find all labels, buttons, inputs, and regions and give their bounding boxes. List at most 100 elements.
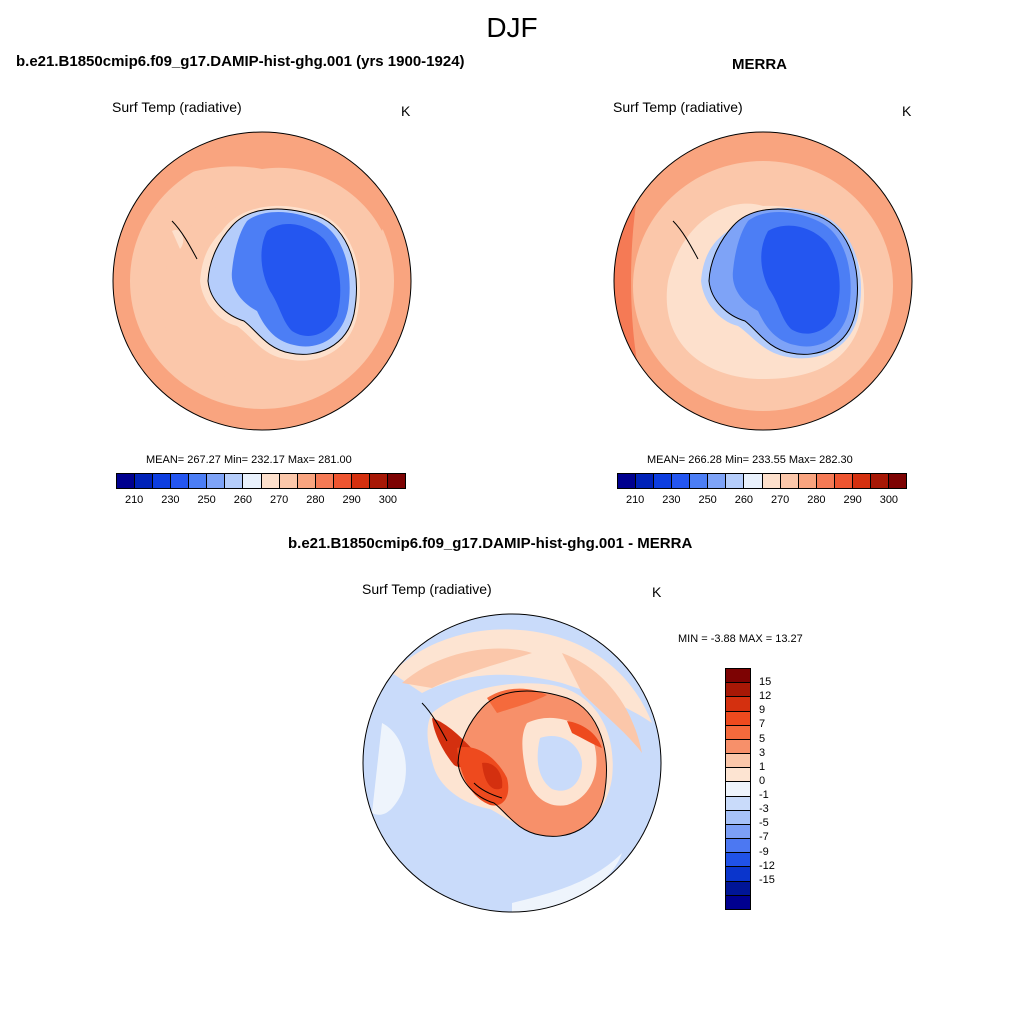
colorbar-tick-label: 210 [124, 494, 144, 506]
panel3-stats: MIN = -3.88 MAX = 13.27 [678, 633, 803, 645]
colorbar-swatch [726, 697, 750, 712]
colorbar-tick-label: 280 [807, 494, 826, 506]
colorbar-tick-label: 12 [759, 690, 772, 703]
colorbar-tick-label: 290 [342, 494, 361, 506]
colorbar-tick-label: 300 [378, 494, 398, 506]
colorbar-swatch [834, 474, 853, 488]
panel1-stats: MEAN= 267.27 Min= 232.17 Max= 281.00 [146, 454, 352, 466]
colorbar-swatch [726, 810, 750, 825]
colorbar-tick-label: -3 [759, 803, 769, 816]
colorbar-tick-label: -12 [759, 859, 775, 872]
colorbar-tick-label: 1 [759, 760, 766, 773]
colorbar-swatch [888, 474, 906, 488]
colorbar-tick-label: 250 [698, 494, 717, 506]
colorbar-tick-label: 0 [759, 774, 766, 787]
panel2-variable-label: Surf Temp (radiative) [613, 99, 743, 115]
colorbar-tick-label: 300 [879, 494, 899, 506]
panel1-colorbar-ticks: 210 230 250 260 270 280 290 300 [116, 494, 406, 510]
panel3-title: b.e21.B1850cmip6.f09_g17.DAMIP-hist-ghg.… [288, 535, 693, 552]
colorbar-swatch [225, 474, 244, 488]
colorbar-tick-label: 15 [759, 676, 772, 689]
colorbar-tick-label: 270 [770, 494, 790, 506]
colorbar-swatch [636, 474, 655, 488]
panel3-map [362, 613, 662, 913]
colorbar-swatch [153, 474, 172, 488]
colorbar-swatch [726, 711, 750, 726]
colorbar-tick-label: 7 [759, 718, 766, 731]
colorbar-swatch [726, 839, 750, 854]
colorbar-swatch [726, 824, 750, 840]
panel2-colorbar [617, 473, 907, 489]
colorbar-swatch [207, 474, 226, 488]
colorbar-tick-label: 210 [625, 494, 645, 506]
colorbar-swatch [189, 474, 208, 488]
colorbar-swatch [135, 474, 154, 488]
panel2-units-label: K [902, 103, 912, 119]
colorbar-swatch [726, 754, 750, 769]
colorbar-tick-label: -1 [759, 789, 769, 802]
colorbar-swatch [243, 474, 262, 488]
panel1-map [112, 131, 412, 431]
colorbar-swatch [726, 895, 750, 909]
panel2-map [613, 131, 913, 431]
colorbar-swatch [726, 867, 750, 882]
colorbar-swatch [672, 474, 691, 488]
colorbar-tick-label: 250 [197, 494, 216, 506]
colorbar-tick-label: 260 [734, 494, 754, 506]
colorbar-swatch [315, 474, 334, 488]
colorbar-swatch [726, 669, 750, 684]
panel2-title: MERRA [732, 56, 787, 73]
colorbar-swatch [654, 474, 673, 488]
panel3-colorbar [725, 668, 751, 910]
colorbar-swatch [708, 474, 727, 488]
colorbar-tick-label: 230 [161, 494, 180, 506]
colorbar-swatch [297, 474, 316, 488]
colorbar-swatch [690, 474, 709, 488]
colorbar-swatch [351, 474, 370, 488]
colorbar-tick-label: 230 [662, 494, 681, 506]
panel1-title: b.e21.B1850cmip6.f09_g17.DAMIP-hist-ghg.… [16, 53, 465, 70]
colorbar-tick-label: 3 [759, 746, 766, 759]
colorbar-tick-label: 280 [306, 494, 325, 506]
colorbar-swatch [726, 796, 750, 811]
colorbar-swatch [117, 474, 136, 488]
colorbar-swatch [870, 474, 889, 488]
colorbar-swatch [726, 725, 750, 740]
colorbar-swatch [780, 474, 799, 488]
colorbar-tick-label: 270 [269, 494, 289, 506]
panel1-units-label: K [401, 103, 411, 119]
colorbar-swatch [816, 474, 835, 488]
colorbar-swatch [852, 474, 871, 488]
colorbar-tick-label: -9 [759, 845, 769, 858]
colorbar-tick-label: 260 [233, 494, 253, 506]
main-title: DJF [486, 12, 538, 43]
panel3-variable-label: Surf Temp (radiative) [362, 581, 492, 597]
colorbar-tick-label: 290 [843, 494, 862, 506]
colorbar-swatch [744, 474, 763, 488]
colorbar-swatch [726, 768, 750, 783]
colorbar-swatch [171, 474, 190, 488]
panel1-colorbar [116, 473, 406, 489]
panel2-stats: MEAN= 266.28 Min= 233.55 Max= 282.30 [647, 454, 853, 466]
colorbar-swatch [726, 881, 750, 896]
panel3-units-label: K [652, 584, 662, 600]
colorbar-swatch [726, 474, 745, 488]
panel3-colorbar-ticks: 15 12 9 7 5 3 1 0 -1 -3 -5 -7 -9 -12 -15 [759, 668, 799, 910]
colorbar-swatch [279, 474, 298, 488]
colorbar-swatch [369, 474, 388, 488]
colorbar-swatch [726, 683, 750, 698]
colorbar-swatch [333, 474, 352, 488]
colorbar-swatch [762, 474, 781, 488]
colorbar-tick-label: -7 [759, 831, 769, 844]
colorbar-swatch [726, 739, 750, 755]
colorbar-tick-label: 9 [759, 704, 766, 717]
colorbar-swatch [726, 782, 750, 797]
colorbar-tick-label: -15 [759, 873, 775, 886]
panel1-variable-label: Surf Temp (radiative) [112, 99, 242, 115]
colorbar-swatch [798, 474, 817, 488]
colorbar-swatch [387, 474, 405, 488]
colorbar-tick-label: 5 [759, 732, 766, 745]
colorbar-swatch [261, 474, 280, 488]
colorbar-swatch [726, 853, 750, 868]
colorbar-swatch [618, 474, 637, 488]
